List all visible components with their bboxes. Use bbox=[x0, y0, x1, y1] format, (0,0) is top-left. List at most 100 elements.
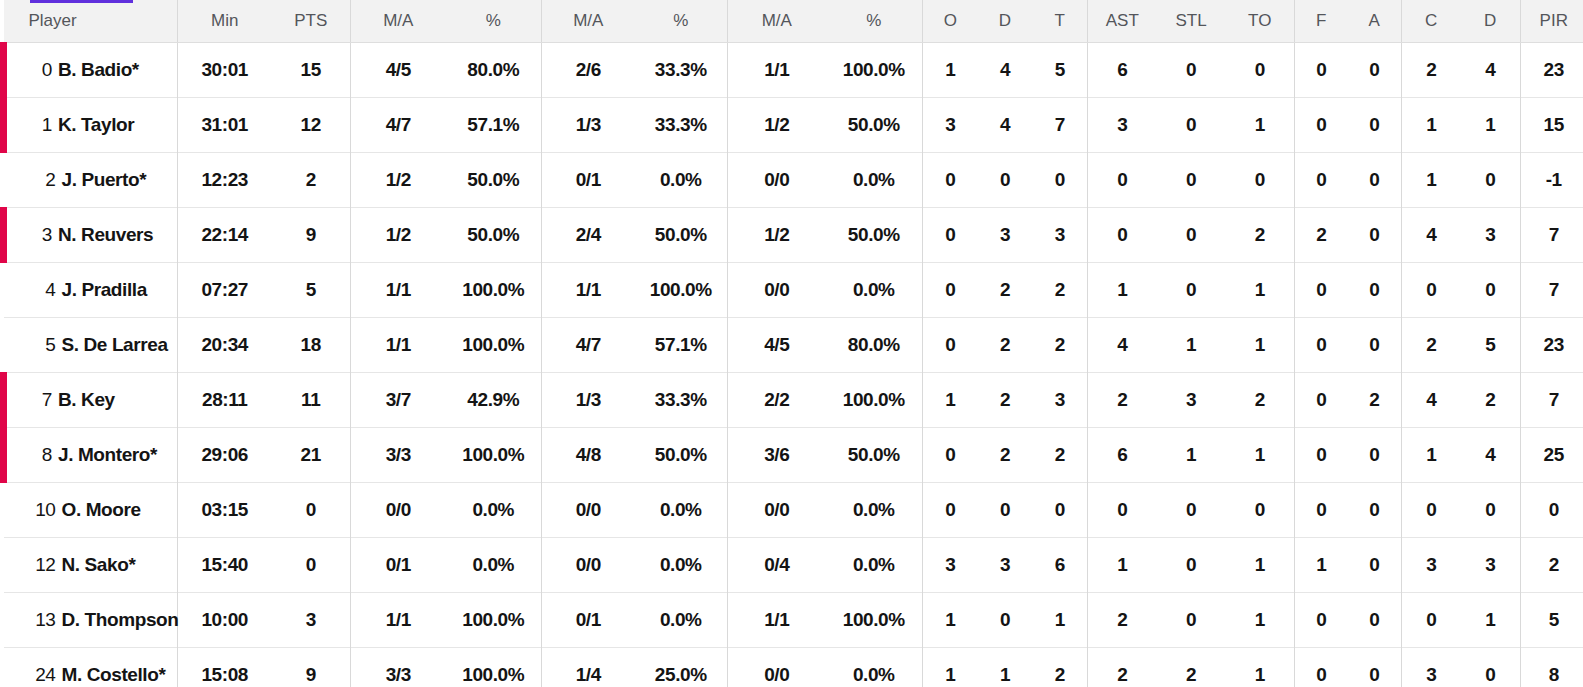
player-cell[interactable]: 12 N. Sako* bbox=[4, 538, 178, 593]
jersey-number: 5 bbox=[30, 334, 56, 356]
cell-3fg-pct: 50.0% bbox=[635, 428, 728, 483]
cell-reb-d: 4 bbox=[978, 43, 1033, 98]
jersey-number: 13 bbox=[30, 609, 56, 631]
cell-fouls-a: 0 bbox=[1348, 263, 1402, 318]
cell-stl: 0 bbox=[1157, 483, 1226, 538]
cell-fouls-a: 0 bbox=[1348, 98, 1402, 153]
jersey-number: 1 bbox=[26, 114, 52, 136]
cell-pir: 15 bbox=[1521, 98, 1583, 153]
cell-2fg-pct: 0.0% bbox=[446, 483, 542, 538]
cell-reb-t: 3 bbox=[1033, 208, 1088, 263]
cell-fouls-d: 2 bbox=[1461, 373, 1521, 428]
player-cell[interactable]: 13 D. Thompson bbox=[4, 593, 178, 648]
player-name[interactable]: N. Sako* bbox=[62, 554, 136, 575]
cell-fouls-d: 1 bbox=[1461, 593, 1521, 648]
jersey-number: 12 bbox=[30, 554, 56, 576]
cell-reb-d: 0 bbox=[978, 593, 1033, 648]
header-row: PlayerMinPTSM/A%M/A%M/A%ODTASTSTLTOFACDP… bbox=[4, 0, 1583, 43]
cell-to: 1 bbox=[1226, 648, 1295, 687]
cell-3fg-pct: 33.3% bbox=[635, 373, 728, 428]
cell-ft-pct: 0.0% bbox=[826, 483, 923, 538]
player-name[interactable]: N. Reuvers bbox=[58, 224, 153, 245]
cell-to: 1 bbox=[1226, 263, 1295, 318]
player-cell[interactable]: 2J. Puerto* bbox=[4, 153, 178, 208]
cell-to: 2 bbox=[1226, 208, 1295, 263]
cell-2fg-ma: 1/2 bbox=[351, 153, 446, 208]
cell-reb-t: 2 bbox=[1033, 318, 1088, 373]
cell-3fg-ma: 1/4 bbox=[542, 648, 635, 687]
cell-fouls-d: 4 bbox=[1461, 428, 1521, 483]
cell-ft-pct: 50.0% bbox=[826, 98, 923, 153]
player-name[interactable]: J. Pradilla bbox=[62, 279, 147, 300]
cell-fouls-f: 0 bbox=[1295, 648, 1348, 687]
cell-pir: 2 bbox=[1521, 538, 1583, 593]
cell-stl: 0 bbox=[1157, 153, 1226, 208]
column-header-pir: PIR bbox=[1521, 0, 1583, 43]
player-cell[interactable]: 0B. Badio* bbox=[4, 43, 178, 98]
cell-fouls-c: 4 bbox=[1402, 373, 1461, 428]
cell-reb-o: 3 bbox=[923, 98, 978, 153]
cell-ft-ma: 0/0 bbox=[728, 648, 826, 687]
cell-reb-d: 2 bbox=[978, 373, 1033, 428]
player-name[interactable]: B. Key bbox=[58, 389, 115, 410]
player-cell[interactable]: 4J. Pradilla bbox=[4, 263, 178, 318]
cell-fouls-d: 0 bbox=[1461, 153, 1521, 208]
cell-reb-t: 2 bbox=[1033, 648, 1088, 687]
cell-to: 1 bbox=[1226, 318, 1295, 373]
cell-reb-t: 1 bbox=[1033, 593, 1088, 648]
cell-ft-ma: 0/0 bbox=[728, 263, 826, 318]
cell-2fg-ma: 3/3 bbox=[351, 428, 446, 483]
cell-ft-ma: 3/6 bbox=[728, 428, 826, 483]
cell-ft-pct: 50.0% bbox=[826, 208, 923, 263]
column-header-fouls-a: A bbox=[1348, 0, 1402, 43]
cell-fouls-a: 0 bbox=[1348, 43, 1402, 98]
player-row: 4J. Pradilla07:2751/1100.0%1/1100.0%0/00… bbox=[4, 263, 1583, 318]
cell-pir: 5 bbox=[1521, 593, 1583, 648]
column-header-reb-d: D bbox=[978, 0, 1033, 43]
cell-3fg-pct: 0.0% bbox=[635, 538, 728, 593]
cell-to: 0 bbox=[1226, 153, 1295, 208]
cell-2fg-ma: 0/1 bbox=[351, 538, 446, 593]
cell-ft-pct: 100.0% bbox=[826, 373, 923, 428]
player-cell[interactable]: 5 S. De Larrea bbox=[4, 318, 178, 373]
player-name[interactable]: B. Badio* bbox=[58, 59, 139, 80]
player-name[interactable]: O. Moore bbox=[62, 499, 141, 520]
cell-reb-d: 1 bbox=[978, 648, 1033, 687]
player-cell[interactable]: 3N. Reuvers bbox=[4, 208, 178, 263]
cell-2fg-ma: 1/1 bbox=[351, 593, 446, 648]
player-name[interactable]: M. Costello* bbox=[62, 664, 166, 685]
player-cell[interactable]: 24M. Costello* bbox=[4, 648, 178, 687]
cell-ft-ma: 1/1 bbox=[728, 43, 826, 98]
player-cell[interactable]: 10O. Moore bbox=[4, 483, 178, 538]
cell-3fg-ma: 2/4 bbox=[542, 208, 635, 263]
cell-min: 07:27 bbox=[178, 263, 272, 318]
player-name[interactable]: J. Puerto* bbox=[62, 169, 147, 190]
player-cell[interactable]: 7B. Key bbox=[4, 373, 178, 428]
column-header-pts: PTS bbox=[272, 0, 351, 43]
cell-3fg-pct: 0.0% bbox=[635, 483, 728, 538]
cell-fouls-d: 5 bbox=[1461, 318, 1521, 373]
cell-reb-o: 0 bbox=[923, 263, 978, 318]
player-name[interactable]: S. De Larrea bbox=[62, 334, 168, 355]
cell-stl: 0 bbox=[1157, 593, 1226, 648]
player-name[interactable]: J. Montero* bbox=[58, 444, 157, 465]
cell-pts: 18 bbox=[272, 318, 351, 373]
player-name[interactable]: K. Taylor bbox=[58, 114, 134, 135]
cell-reb-o: 1 bbox=[923, 593, 978, 648]
cell-2fg-ma: 1/1 bbox=[351, 318, 446, 373]
column-header-to: TO bbox=[1226, 0, 1295, 43]
cell-pts: 15 bbox=[272, 43, 351, 98]
cell-3fg-ma: 4/8 bbox=[542, 428, 635, 483]
cell-2fg-pct: 50.0% bbox=[446, 208, 542, 263]
player-row: 3N. Reuvers22:1491/250.0%2/450.0%1/250.0… bbox=[4, 208, 1583, 263]
cell-pir: 0 bbox=[1521, 483, 1583, 538]
cell-ast: 4 bbox=[1088, 318, 1157, 373]
cell-min: 31:01 bbox=[178, 98, 272, 153]
cell-reb-d: 4 bbox=[978, 98, 1033, 153]
cell-ft-pct: 0.0% bbox=[826, 153, 923, 208]
box-score-panel: PlayerMinPTSM/A%M/A%M/A%ODTASTSTLTOFACDP… bbox=[0, 0, 1583, 687]
player-name[interactable]: D. Thompson bbox=[62, 609, 179, 630]
cell-ft-ma: 1/1 bbox=[728, 593, 826, 648]
player-cell[interactable]: 8J. Montero* bbox=[4, 428, 178, 483]
player-cell[interactable]: 1 K. Taylor bbox=[4, 98, 178, 153]
